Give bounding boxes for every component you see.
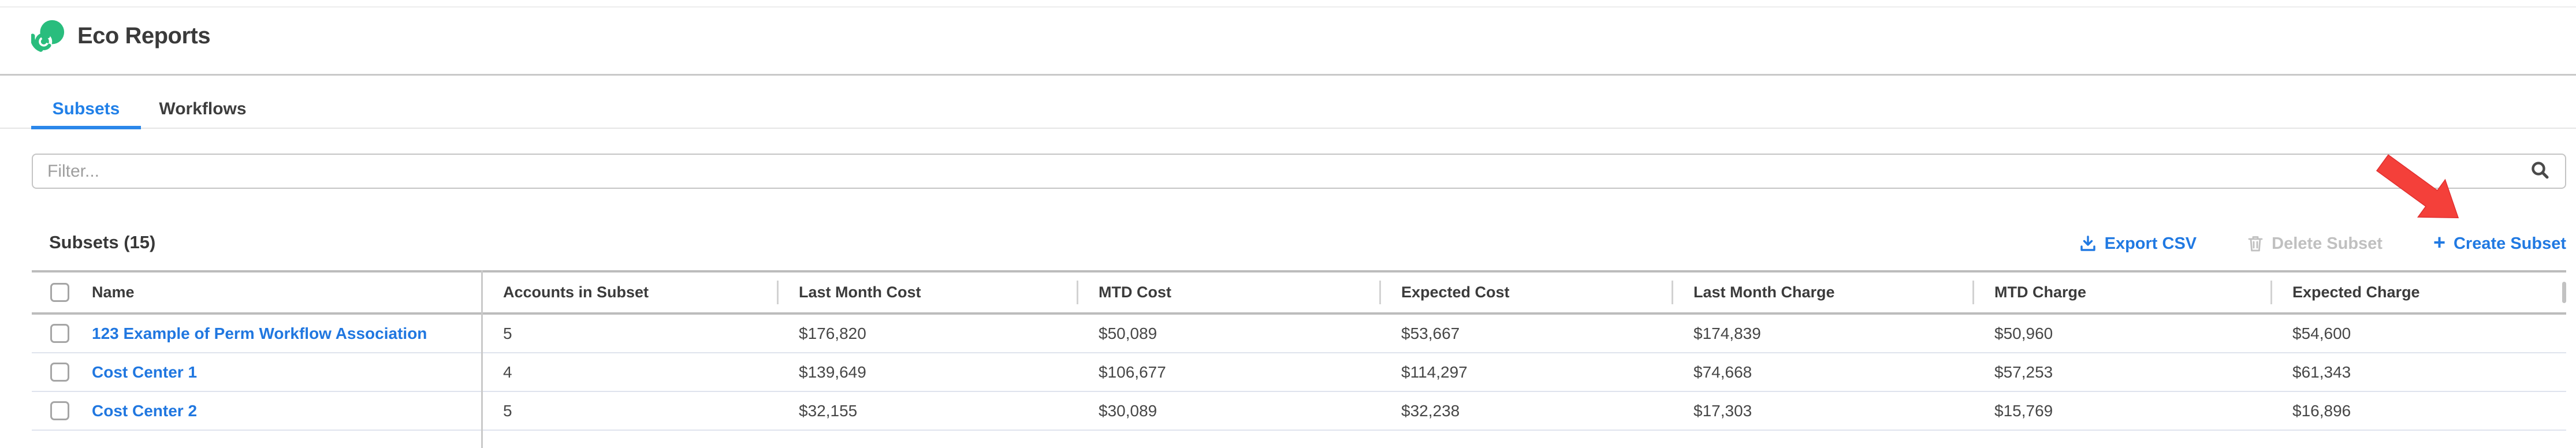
window-top-divider <box>0 6 2576 8</box>
subsets-list-header: Subsets (15) Export CSV Delete Subset + … <box>0 230 2576 257</box>
name-column-divider <box>481 270 483 448</box>
column-header-expected-cost: Expected Cost <box>1379 272 1672 312</box>
cell-expected-charge: $54,600 <box>2292 324 2351 342</box>
cell-mtd-charge: $15,769 <box>1994 401 2053 420</box>
cell-accounts: 5 <box>503 324 512 342</box>
subsets-table: Name Accounts in Subset Last Month Cost … <box>32 270 2566 448</box>
subsets-count-title: Subsets (15) <box>49 232 156 252</box>
table-header-row: Name Accounts in Subset Last Month Cost … <box>32 270 2566 315</box>
cell-expected-charge: $16,896 <box>2292 401 2351 420</box>
subset-name-link[interactable]: Cost Center 2 <box>92 401 198 420</box>
cell-last-month-charge: $74,668 <box>1693 363 1752 381</box>
delete-subset-label: Delete Subset <box>2272 234 2383 253</box>
create-subset-label: Create Subset <box>2453 234 2566 253</box>
column-header-expected-charge: Expected Charge <box>2270 272 2566 312</box>
cell-last-month-cost: $32,155 <box>799 401 858 420</box>
select-all-checkbox[interactable] <box>50 283 69 302</box>
trash-icon <box>2248 236 2263 252</box>
cell-accounts: 4 <box>503 363 512 381</box>
cell-last-month-charge: $174,839 <box>1693 324 1761 342</box>
cell-mtd-cost: $106,677 <box>1099 363 1166 381</box>
plus-icon: + <box>2433 230 2445 254</box>
table-row: Cost Center 2 5 $32,155 $30,089 $32,238 … <box>32 392 2566 431</box>
page-title: Eco Reports <box>77 23 211 48</box>
column-header-mtd-cost: MTD Cost <box>1077 272 1379 312</box>
subset-name-link[interactable]: 123 Example of Perm Workflow Association <box>92 324 427 342</box>
app-header: Eco Reports <box>31 17 211 54</box>
cell-mtd-cost: $50,089 <box>1099 324 1157 342</box>
search-icon <box>2532 162 2549 179</box>
cell-expected-cost: $53,667 <box>1401 324 1460 342</box>
table-row: Cost Center 1 4 $139,649 $106,677 $114,2… <box>32 353 2566 392</box>
tab-subsets[interactable]: Subsets <box>52 99 120 118</box>
column-header-accounts: Accounts in Subset <box>503 283 649 301</box>
cell-expected-cost: $114,297 <box>1401 363 1468 381</box>
filter-bar <box>32 154 2566 189</box>
column-header-last-month-charge: Last Month Charge <box>1672 272 1972 312</box>
cell-last-month-charge: $17,303 <box>1693 401 1752 420</box>
column-header-mtd-charge: MTD Charge <box>1972 272 2270 312</box>
download-icon <box>2080 236 2095 251</box>
cell-name: Cost Center 1 <box>32 353 481 391</box>
tab-bar: Subsets Workflows <box>31 91 265 127</box>
tabs-baseline <box>0 128 2576 129</box>
cell-mtd-cost: $30,089 <box>1099 401 1157 420</box>
cell-accounts: 5 <box>503 401 512 420</box>
cell-last-month-cost: $139,649 <box>799 363 866 381</box>
row-checkbox[interactable] <box>50 401 69 420</box>
cell-expected-cost: $32,238 <box>1401 401 1460 420</box>
delete-subset-button[interactable]: Delete Subset <box>2247 234 2383 253</box>
export-csv-button[interactable]: Export CSV <box>2079 234 2197 253</box>
table-row: 123 Example of Perm Workflow Association… <box>32 315 2566 353</box>
active-tab-underline <box>31 126 141 129</box>
column-header-name: Name <box>32 272 481 312</box>
filter-input[interactable] <box>32 154 2566 189</box>
row-checkbox[interactable] <box>50 363 69 382</box>
cell-name: Cost Center 2 <box>32 392 481 430</box>
cell-mtd-charge: $50,960 <box>1994 324 2053 342</box>
cell-mtd-charge: $57,253 <box>1994 363 2053 381</box>
header-divider <box>0 74 2576 76</box>
subset-name-link[interactable]: Cost Center 1 <box>92 363 198 381</box>
row-checkbox[interactable] <box>50 324 69 343</box>
cell-expected-charge: $61,343 <box>2292 363 2351 381</box>
column-header-last-month-cost: Last Month Cost <box>777 272 1077 312</box>
cell-name: 123 Example of Perm Workflow Association <box>32 315 481 352</box>
eco-logo-icon <box>31 20 65 52</box>
export-csv-label: Export CSV <box>2104 234 2197 253</box>
tab-workflows[interactable]: Workflows <box>159 99 247 118</box>
cell-last-month-cost: $176,820 <box>799 324 866 342</box>
table-actions: Export CSV Delete Subset + Create Subset <box>2079 230 2566 257</box>
scrollbar-thumb[interactable] <box>2562 282 2566 303</box>
create-subset-button[interactable]: + Create Subset <box>2433 230 2566 254</box>
